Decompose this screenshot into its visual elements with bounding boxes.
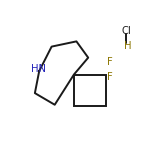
Text: H: H [124,41,131,51]
Text: F: F [107,72,112,82]
Text: F: F [107,57,112,67]
Text: HN: HN [31,64,46,74]
Text: Cl: Cl [122,26,131,36]
